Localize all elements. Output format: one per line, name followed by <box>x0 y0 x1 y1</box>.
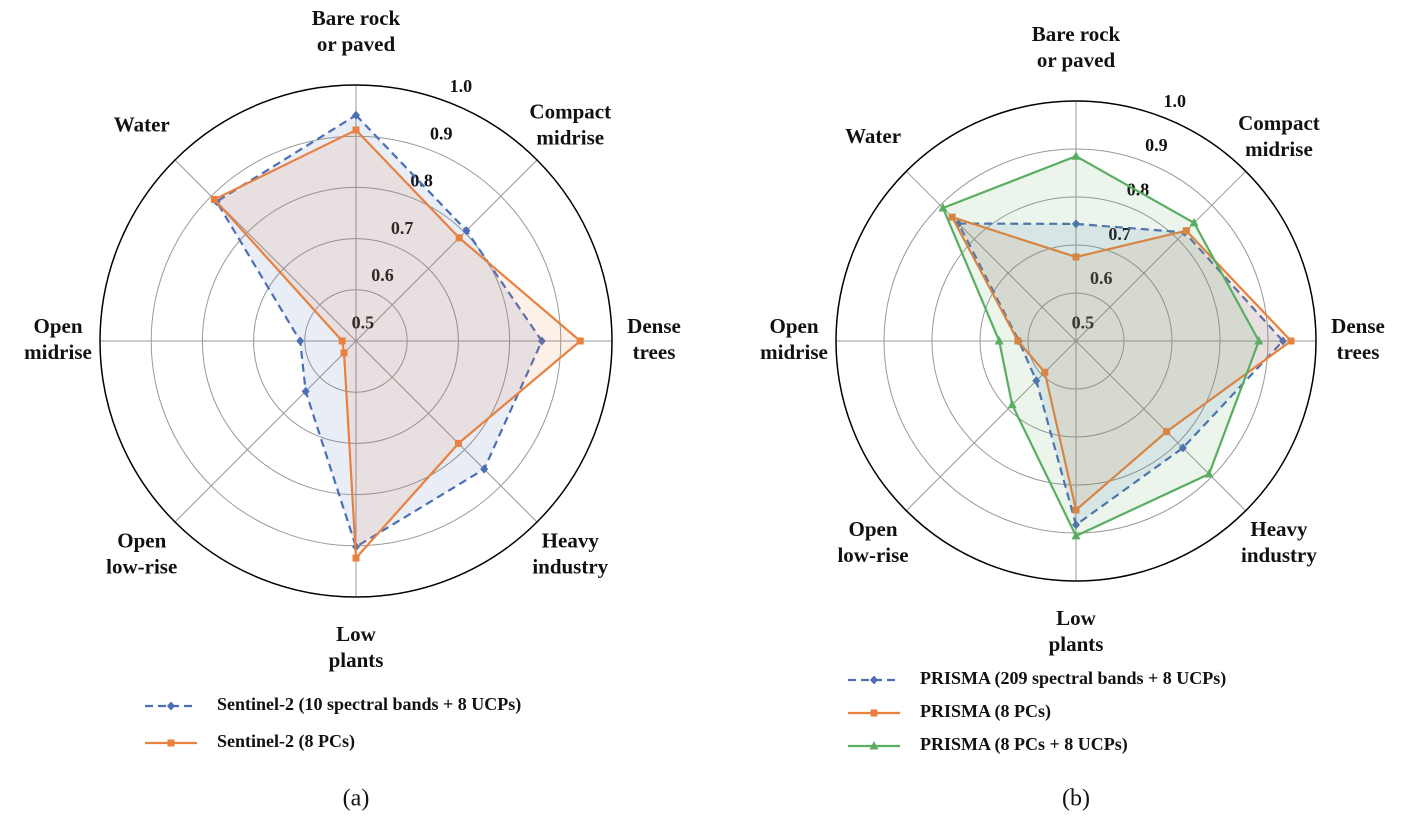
tick-label: 0.6 <box>1090 268 1113 288</box>
marker <box>296 336 305 346</box>
legend-label: PRISMA (8 PCs + 8 UCPs) <box>920 734 1128 755</box>
grid-ring <box>304 289 408 393</box>
tick-label: 0.7 <box>391 218 414 238</box>
category-label: Heavy industry <box>532 528 608 578</box>
category-label: Water <box>114 113 170 137</box>
marker <box>1278 336 1287 346</box>
marker <box>870 709 878 717</box>
spoke <box>174 159 357 342</box>
legend-label: Sentinel-2 (10 spectral bands + 8 UCPs) <box>217 694 521 715</box>
category-label: Bare rock or paved <box>312 6 401 56</box>
marker <box>938 202 948 212</box>
marker <box>1072 253 1080 261</box>
tick-label: 1.0 <box>450 76 473 96</box>
legend-label: PRISMA (209 spectral bands + 8 UCPs) <box>920 668 1226 689</box>
marker <box>1189 217 1199 227</box>
marker <box>167 701 175 711</box>
spoke <box>1075 170 1247 342</box>
tick-label: 0.8 <box>410 171 433 191</box>
marker <box>1182 227 1190 235</box>
category-label: Open low-rise <box>837 517 908 567</box>
marker <box>167 739 175 747</box>
category-label: Open low-rise <box>106 528 177 578</box>
tick-label: 0.9 <box>1145 135 1168 155</box>
marker <box>537 336 546 346</box>
tick-label: 0.5 <box>352 312 375 332</box>
grid-ring <box>931 196 1221 486</box>
marker <box>1072 506 1080 514</box>
marker <box>1178 443 1187 453</box>
outer-ring <box>835 100 1317 582</box>
category-label: Dense trees <box>627 314 681 364</box>
marker <box>454 439 462 447</box>
marker <box>1071 151 1081 160</box>
marker <box>1072 219 1080 229</box>
marker <box>1287 337 1295 345</box>
marker <box>480 464 489 474</box>
tick-label: 0.9 <box>430 123 453 143</box>
category-label: Compact midrise <box>1238 111 1320 161</box>
grid-ring <box>253 238 459 444</box>
category-label: Heavy industry <box>1241 517 1317 567</box>
series-area <box>941 154 1261 538</box>
marker <box>352 554 360 562</box>
tick-label: 0.6 <box>371 265 394 285</box>
spoke <box>355 159 538 342</box>
marker <box>948 213 956 221</box>
spoke <box>1075 340 1247 512</box>
spoke <box>174 340 357 523</box>
marker <box>1254 336 1264 345</box>
marker <box>1204 469 1214 478</box>
tick-label: 1.0 <box>1163 91 1186 111</box>
marker <box>301 386 310 396</box>
grid-ring <box>1027 292 1125 390</box>
category-label: Bare rock or paved <box>1032 22 1121 72</box>
series-area <box>212 128 582 561</box>
spoke <box>905 170 1077 342</box>
marker <box>1163 428 1171 436</box>
marker <box>1014 337 1022 345</box>
tick-label: 0.5 <box>1072 312 1095 332</box>
category-label: Dense trees <box>1331 314 1385 364</box>
caption: (b) <box>1062 786 1090 812</box>
category-label: Compact midrise <box>529 100 611 150</box>
grid-ring <box>201 186 511 496</box>
marker <box>1007 399 1017 409</box>
category-label: Open midrise <box>24 314 92 364</box>
caption: (a) <box>343 786 370 812</box>
grid-ring <box>979 244 1173 438</box>
marker <box>210 195 218 203</box>
spoke <box>355 340 538 523</box>
tick-label: 0.7 <box>1108 224 1131 244</box>
marker <box>455 234 463 242</box>
marker <box>1072 520 1080 530</box>
category-label: Open midrise <box>760 314 828 364</box>
marker <box>462 226 471 236</box>
legend-label: PRISMA (8 PCs) <box>920 701 1051 722</box>
marker <box>576 337 584 345</box>
marker <box>340 349 348 357</box>
category-label: Low plants <box>329 622 384 672</box>
outer-ring <box>99 84 613 598</box>
legend-label: Sentinel-2 (8 PCs) <box>217 731 355 752</box>
marker <box>352 110 360 120</box>
marker <box>352 126 360 134</box>
marker <box>869 741 879 750</box>
marker <box>338 337 346 345</box>
category-label: Low plants <box>1049 606 1104 656</box>
marker <box>1041 368 1049 376</box>
marker <box>870 675 878 685</box>
series-area <box>215 113 544 549</box>
marker <box>994 336 1004 345</box>
marker <box>1071 530 1081 540</box>
category-label: Water <box>845 124 901 148</box>
marker <box>1032 376 1041 386</box>
